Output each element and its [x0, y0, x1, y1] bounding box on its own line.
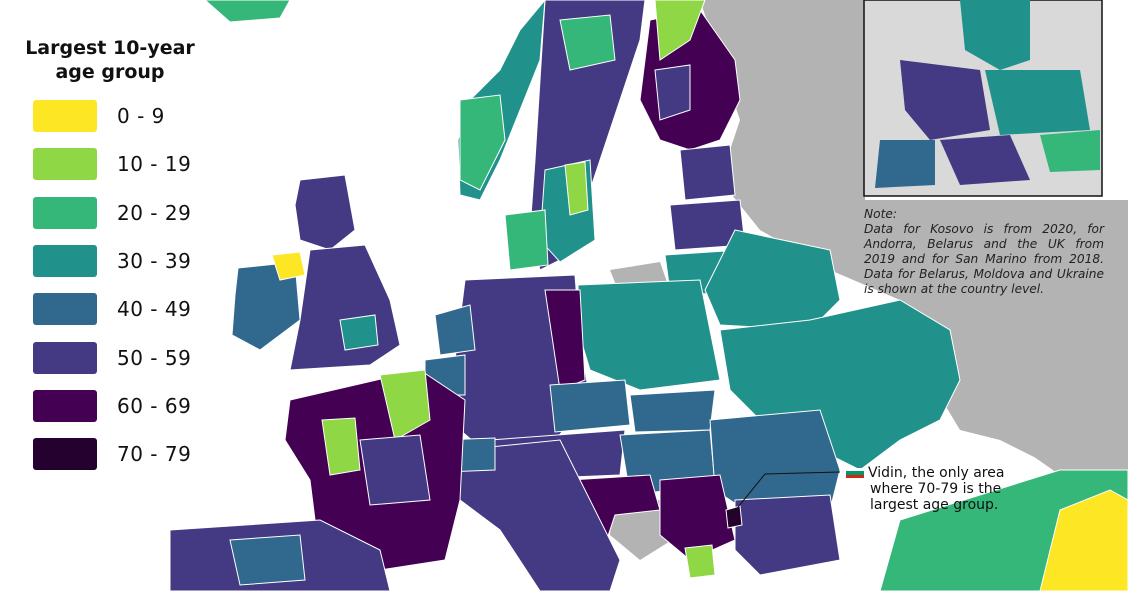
uk-teal-region [339, 314, 379, 351]
map-legend: Largest 10-year age group 0 - 9 10 - 19 20… [20, 36, 210, 478]
legend-title-line1: Largest 10-year [25, 37, 195, 59]
legend-item: 0 - 9 [20, 92, 210, 140]
legend-item: 60 - 69 [20, 382, 210, 430]
finland-central-region [654, 64, 691, 121]
callout-line2: where 70-79 is the [870, 481, 1002, 497]
legend-swatch [33, 438, 97, 471]
legend-label: 50 - 59 [117, 345, 192, 370]
france-central-region [359, 434, 431, 506]
netherlands-region [434, 304, 476, 356]
sweden-green-region [559, 14, 616, 71]
callout-line3: largest age group. [870, 497, 999, 513]
czechia-region [549, 379, 631, 433]
legend-label: 20 - 29 [117, 200, 192, 225]
legend-label: 10 - 19 [117, 152, 192, 177]
germany-east-region [544, 289, 586, 391]
uk-england-region [289, 244, 401, 371]
norway-south-region [459, 94, 506, 191]
legend-swatch [33, 245, 97, 278]
legend-label: 30 - 39 [117, 249, 192, 274]
vidin-callout: Vidin, the only area where 70-79 is the … [846, 465, 1004, 513]
uk-scotland-region [294, 174, 356, 251]
poland-region [577, 279, 721, 391]
note-body: Data for Kosovo is from 2020, for Andorr… [864, 222, 1104, 296]
legend-item: 40 - 49 [20, 285, 210, 333]
russia-north-region [700, 0, 1128, 470]
legend-label: 60 - 69 [117, 393, 192, 418]
france-green-region [379, 369, 431, 441]
legend-item: 70 - 79 [20, 430, 210, 478]
estonia-region [679, 144, 736, 201]
bulgaria-flag-icon [846, 467, 864, 479]
legend-swatch [33, 341, 97, 374]
iceland-region [204, 0, 291, 23]
legend-title-line2: age group [55, 61, 165, 83]
legend-item: 50 - 59 [20, 333, 210, 381]
northern-ireland-region [271, 251, 306, 281]
legend-item: 30 - 39 [20, 237, 210, 285]
france-green2-region [321, 417, 361, 476]
bulgaria-region [734, 494, 841, 576]
legend-swatch [33, 148, 97, 181]
legend-item: 20 - 29 [20, 189, 210, 237]
finland-north-region [654, 0, 706, 61]
vidin-region [725, 505, 743, 529]
inset-map [863, 0, 1103, 197]
legend-label: 70 - 79 [117, 442, 192, 467]
callout-line1: Vidin, the only area [868, 465, 1005, 481]
legend-label: 40 - 49 [117, 297, 192, 322]
turkey-yellow-region [1039, 489, 1128, 591]
legend-rows: 0 - 9 10 - 19 20 - 29 30 - 39 40 - 49 50 - 59… [20, 92, 210, 478]
sweden-light-region [564, 161, 589, 216]
slovakia-region [629, 389, 716, 433]
italy-region [459, 439, 621, 591]
bosnia-region [610, 500, 672, 560]
denmark-region [504, 209, 549, 271]
turkey-north-region [1010, 430, 1128, 475]
legend-swatch [33, 196, 97, 229]
legend-swatch [33, 100, 97, 133]
legend-item: 10 - 19 [20, 140, 210, 188]
legend-swatch [33, 293, 97, 326]
legend-title: Largest 10-year age group [20, 36, 200, 84]
kosovo-region [684, 544, 716, 579]
legend-label: 0 - 9 [117, 104, 165, 129]
note-heading: Note: [864, 207, 897, 221]
legend-swatch [33, 389, 97, 422]
spain-teal-region [229, 534, 306, 586]
data-note: Note: Data for Kosovo is from 2020, for … [864, 207, 1104, 297]
